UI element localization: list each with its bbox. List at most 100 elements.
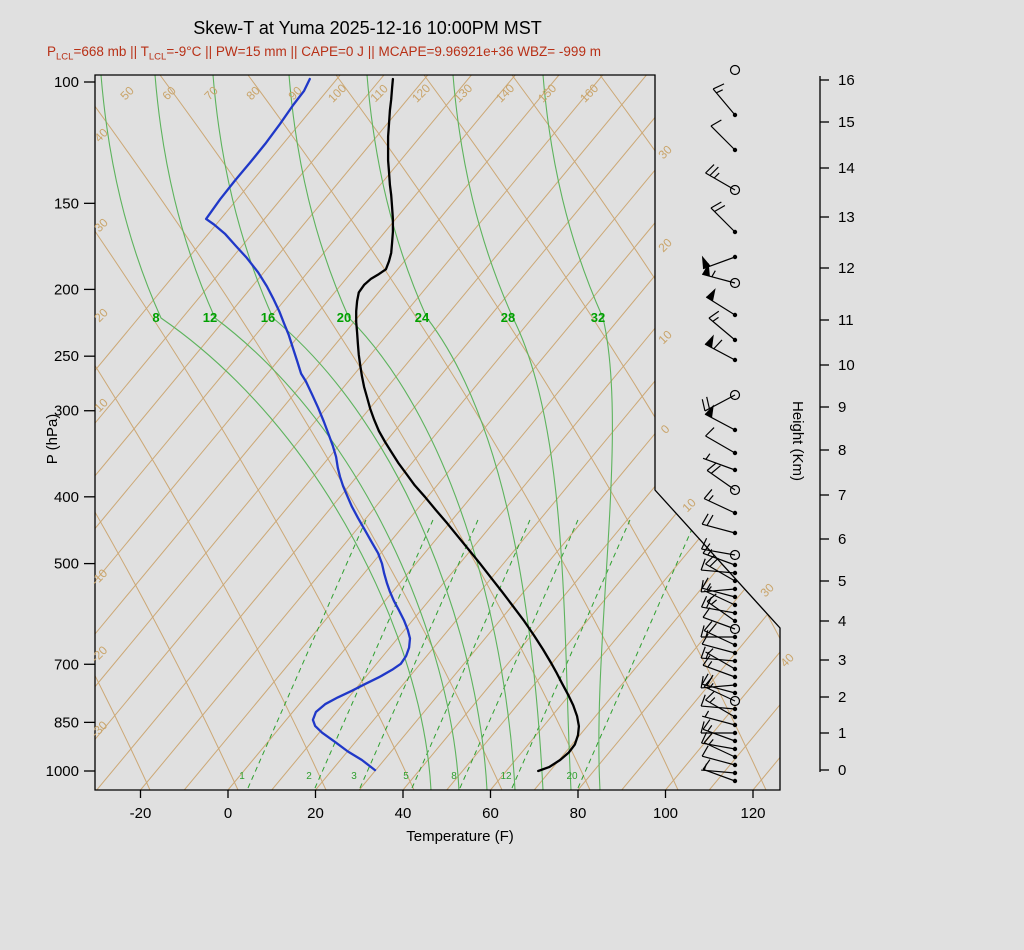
wind-barb [703,489,738,516]
pressure-tick-label: 200 [54,281,79,298]
lcl-pressure-value: =668 mb || [73,44,141,59]
temperature-tick-label: 120 [740,805,765,822]
station-circle-icon [729,64,741,76]
dry-adiabat-line [95,75,239,790]
height-tick-label: 4 [838,613,846,630]
moist-adiabat-line [452,75,572,790]
wind-barb [700,676,738,689]
dry-adiabat-line [95,75,327,790]
isotherm-label: 30 [655,142,675,162]
mixing-ratio-label: 20 [566,771,578,782]
isotherm-line [95,75,385,790]
isotherm-line [358,75,780,790]
dewpoint-trace [204,77,412,772]
wind-barb [702,719,738,744]
wind-barb [708,310,738,343]
isotherm-label: 130 [451,81,475,105]
isotherm-line [95,75,516,790]
mixing-ratio-label: 8 [451,771,457,782]
isotherm-label: 110 [367,81,391,105]
wind-barb [703,586,738,608]
isotherm-label: 50 [117,83,137,103]
wind-barb [701,577,738,600]
height-tick-label: 2 [838,689,846,706]
wind-barb [701,513,738,536]
dry-adiabat-line [95,75,151,790]
isotherm-line [797,75,1024,790]
pressure-tick-label: 250 [54,348,79,365]
moist-adiabat-label: 8 [152,310,159,325]
isotherm-line [95,75,560,790]
isotherm-line [183,75,779,790]
temperature-tick-label: 20 [307,805,324,822]
moist-adiabat-line [154,75,460,790]
height-tick-label: 7 [838,487,846,504]
moist-adiabat-line [100,75,432,790]
isotherm-label: 30 [757,580,777,600]
height-tick-label: 1 [838,725,846,742]
wind-barb [703,677,741,707]
dry-adiabat-line [95,75,415,790]
height-tick-label: 8 [838,442,846,459]
pressure-tick-label: 700 [54,656,79,673]
temperature-axis-title: Temperature (F) [406,828,514,845]
dry-adiabat-line [687,75,780,790]
isotherm-line [621,75,780,790]
wind-barb [702,710,738,728]
wind-barb [712,83,738,118]
isotherm-line [402,75,780,790]
isotherm-line [227,75,780,790]
dry-adiabat-line [247,75,679,790]
pressure-tick-label: 150 [54,195,79,212]
pressure-tick-label: 1000 [46,763,79,780]
isotherm-line [665,75,780,790]
dry-adiabat-line [775,75,780,790]
moist-adiabat-label: 32 [591,310,605,325]
isotherm-label: 70 [201,83,221,103]
isotherm-line [577,75,780,790]
isotherm-line [95,75,647,790]
height-tick-label: 12 [838,260,855,277]
wind-barb [700,537,741,561]
isotherm-label: -30 [88,718,110,740]
pressure-tick-label: 500 [54,556,79,573]
height-tick-label: 15 [838,114,855,131]
lcl-pressure-subscript: LCL [56,51,74,63]
moist-adiabat-label: 16 [261,310,275,325]
stability-indices-readout: PLCL=668 mb || TLCL=-9°C || PW=15 mm || … [47,44,601,63]
dry-adiabat-line [335,75,767,790]
isotherm-line [95,75,472,790]
isotherm-label: 10 [679,495,699,515]
temperature-tick-label: -20 [130,805,152,822]
plot-border [94,74,781,791]
mixing-ratio-label: 5 [403,771,409,782]
wind-barb [702,607,741,635]
isotherm-line [95,75,429,790]
wind-barb [705,427,738,456]
wind-barb [705,288,738,318]
height-tick-label: 5 [838,573,846,590]
height-tick-label: 6 [838,531,846,548]
wind-barb [705,164,741,196]
wind-barb [701,389,741,412]
wind-barb [710,201,738,235]
wind-barb [729,64,741,76]
mixing-ratio-line [314,519,434,789]
mixing-ratio-line [459,519,579,789]
height-tick-label: 0 [838,762,846,779]
pressure-tick-label: 850 [54,714,79,731]
mixing-ratio-label: 2 [306,771,312,782]
temperature-tick-label: 40 [395,805,412,822]
height-axis-title: Height (Km) [789,400,806,482]
isotherm-label: 120 [409,81,433,105]
temperature-tick-label: 0 [224,805,232,822]
isotherm-label: 10 [655,327,675,347]
moist-adiabat-line [212,75,488,790]
isotherm-line [95,75,604,790]
moist-adiabat-label: 12 [203,310,217,325]
isotherm-line [533,75,780,790]
wind-barb [705,648,738,672]
mixing-ratio-line [411,519,531,789]
